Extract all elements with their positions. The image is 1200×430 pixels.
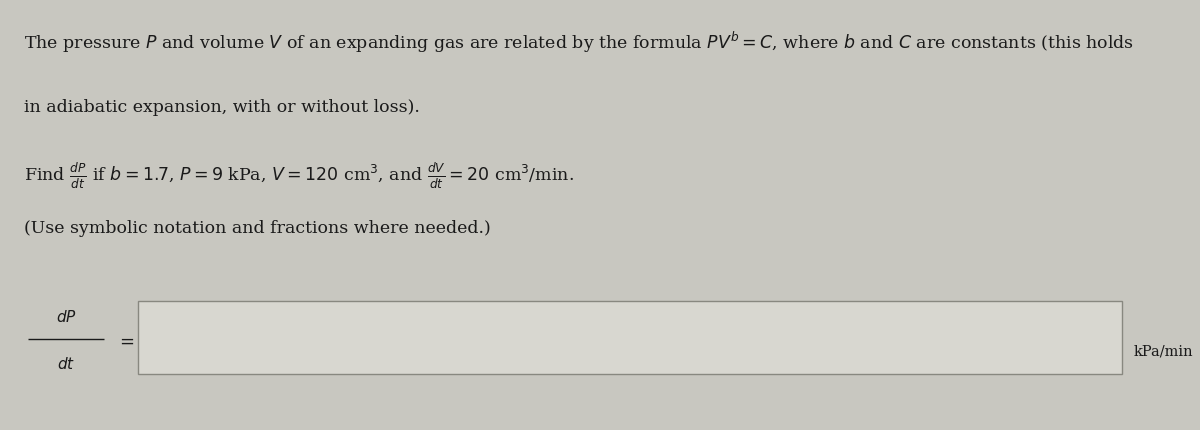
Text: The pressure $P$ and volume $V$ of an expanding gas are related by the formula $: The pressure $P$ and volume $V$ of an ex… (24, 30, 1134, 55)
FancyBboxPatch shape (138, 301, 1122, 374)
Text: kPa/min: kPa/min (1134, 344, 1194, 357)
Text: in adiabatic expansion, with or without loss).: in adiabatic expansion, with or without … (24, 99, 420, 116)
Text: $dt$: $dt$ (56, 355, 76, 372)
Text: $=$: $=$ (116, 331, 136, 349)
Text: $dP$: $dP$ (55, 308, 77, 324)
Text: (Use symbolic notation and fractions where needed.): (Use symbolic notation and fractions whe… (24, 219, 491, 236)
Text: Find $\frac{dP}{dt}$ if $b = 1.7$, $P = 9$ kPa, $V = 120$ cm$^3$, and $\frac{dV}: Find $\frac{dP}{dt}$ if $b = 1.7$, $P = … (24, 161, 574, 190)
